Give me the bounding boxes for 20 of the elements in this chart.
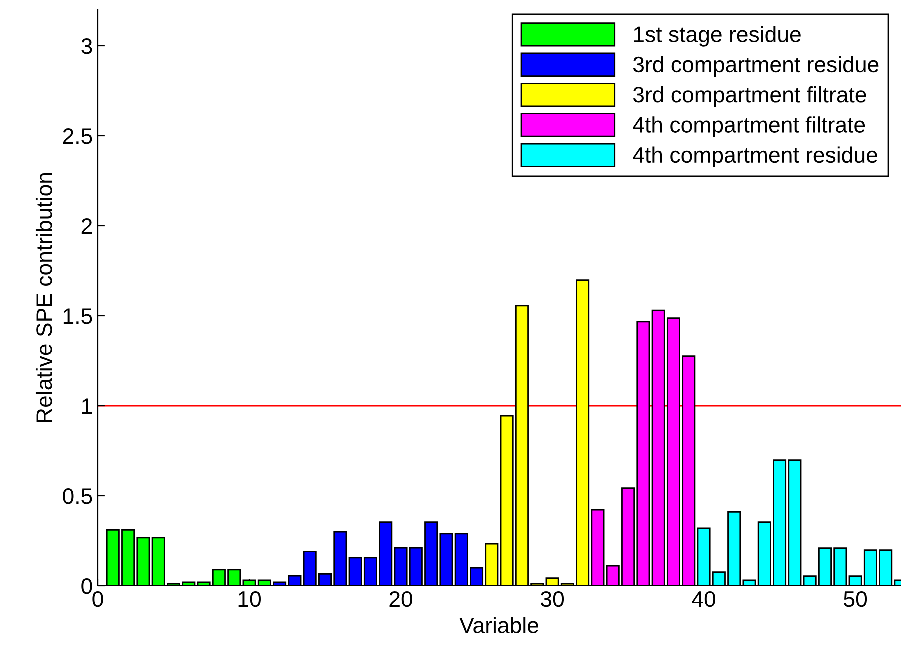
y-tick-label: 1 [82, 398, 92, 414]
x-tick-label: 0 [92, 591, 104, 608]
x-tick-label: 50 [844, 591, 868, 608]
x-tick-label: 10 [238, 591, 261, 608]
y-tick-label: 1.5 [64, 308, 92, 324]
x-axis-title: Variable [460, 617, 538, 634]
legend-label: 3rd compartment residue [633, 56, 879, 77]
legend-label: 4th compartment filtrate [633, 116, 866, 138]
y-tick-label: 3 [82, 38, 92, 54]
y-tick-label: 0 [82, 578, 92, 594]
x-tick-label: 40 [692, 591, 716, 608]
y-tick-label: 2.5 [63, 128, 92, 144]
legend-label: 4th compartment residue [633, 146, 878, 168]
y-tick-label: 2 [82, 218, 92, 234]
y-tick-label: 0.5 [63, 488, 92, 504]
x-tick-label: 20 [390, 591, 413, 608]
y-axis-title: Relative SPE contribution [36, 173, 52, 422]
legend-label: 3rd compartment filtrate [633, 86, 866, 108]
legend-label: 1st stage residue [634, 26, 801, 47]
x-tick-label: 30 [541, 591, 564, 608]
